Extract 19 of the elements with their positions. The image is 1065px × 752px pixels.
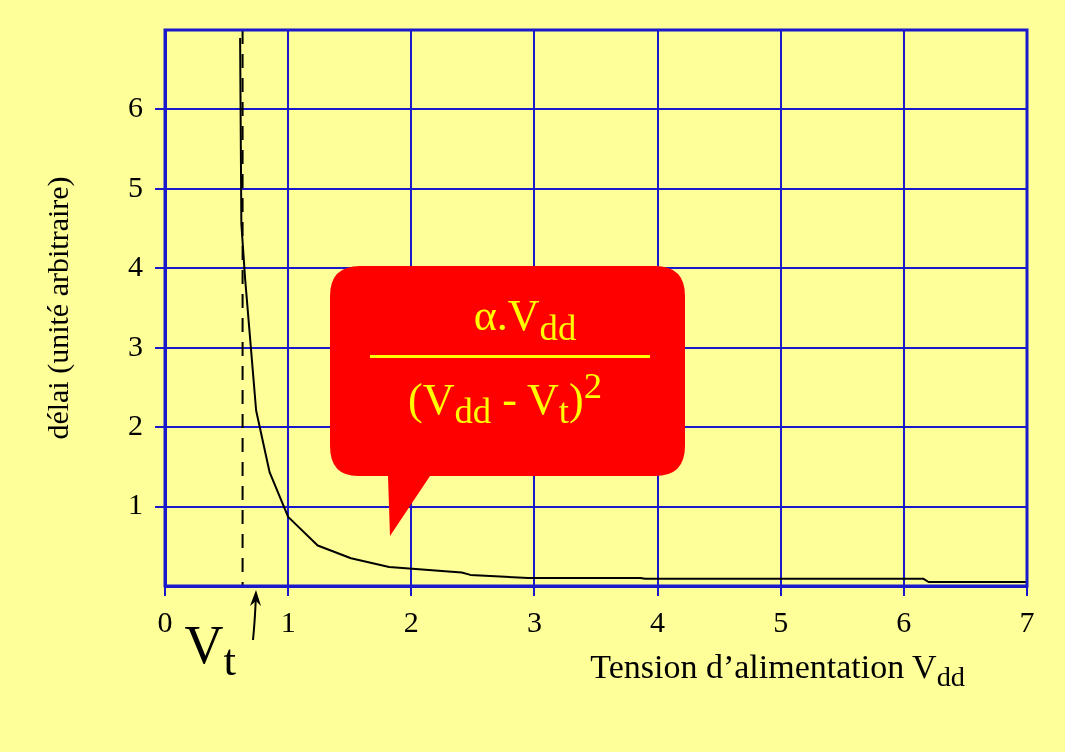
x-tick-label: 5 (773, 604, 789, 638)
x-tick-label: 4 (650, 604, 666, 638)
y-tick-label: 6 (128, 90, 143, 124)
x-tick-label: 1 (280, 604, 296, 638)
x-tick-label: 0 (157, 604, 173, 638)
y-tick-label: 1 (128, 487, 143, 521)
annotation: α.V$_{dd}$ (472, 290, 578, 349)
y-tick-label: 2 (128, 408, 143, 442)
y-tick-label: 3 (128, 328, 143, 362)
y-axis-title: délai (unité arbitraire) (41, 176, 75, 440)
x-tick-label: 3 (526, 604, 542, 638)
x-tick-label: 7 (1019, 604, 1035, 638)
y-tick-label: 4 (128, 249, 143, 283)
x-tick-label: 2 (403, 604, 419, 638)
ref-line-label: V$_{t}$ (184, 614, 237, 686)
x-tick-label: 6 (896, 604, 912, 638)
annotation: (V$_{dd}$ - V$_{t}$)$^{2}$ (407, 363, 603, 433)
y-tick-label: 5 (128, 169, 143, 203)
x-axis-title: Tension d’alimentation V$_{dd}$ (590, 648, 965, 693)
